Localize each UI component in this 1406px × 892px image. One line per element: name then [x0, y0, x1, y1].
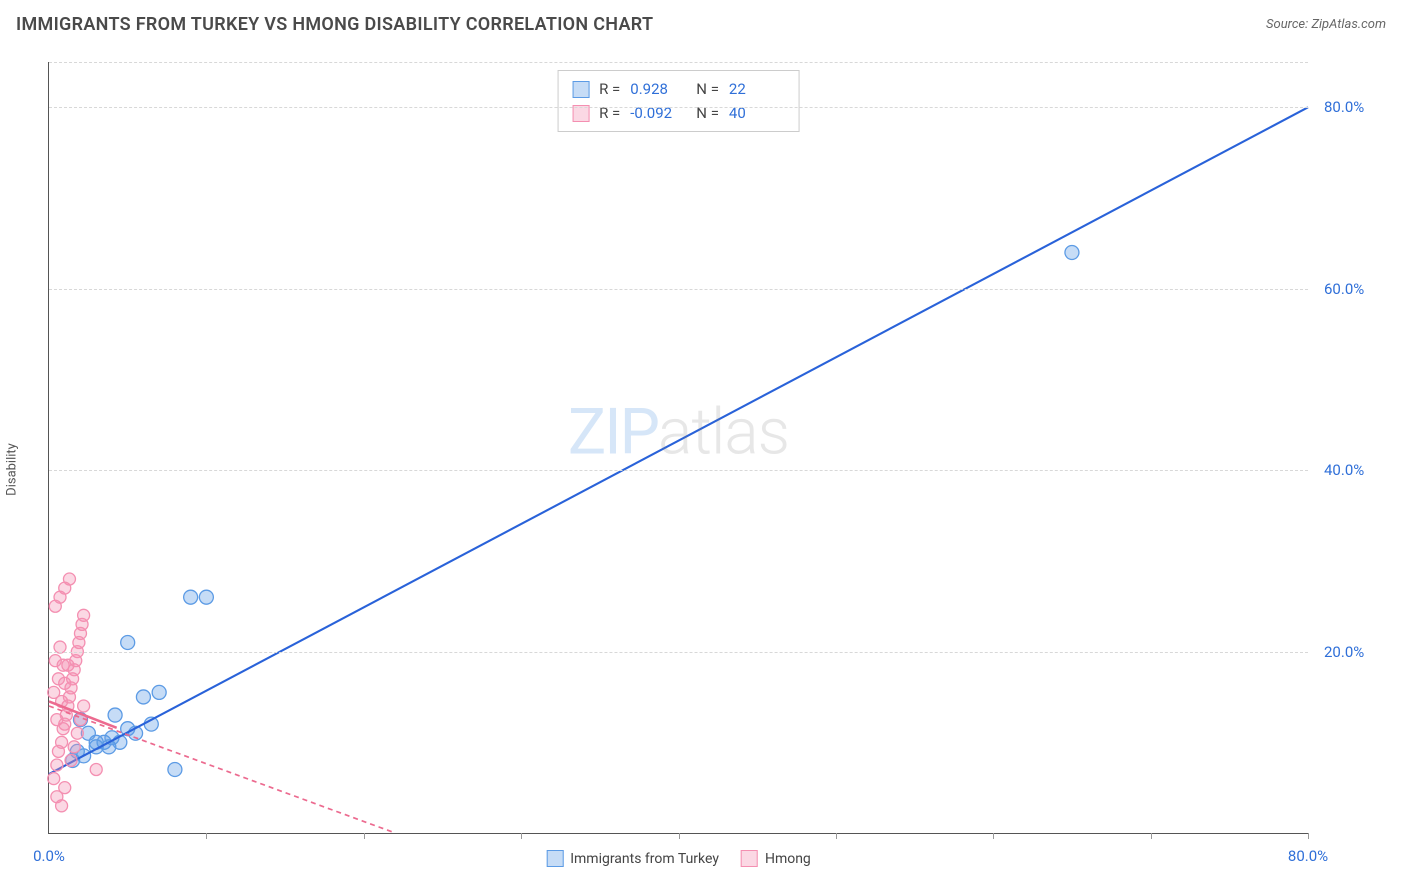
- y-tick-label: 80.0%: [1324, 98, 1364, 116]
- y-tick-label: 60.0%: [1324, 280, 1364, 298]
- legend-item: Immigrants from Turkey: [546, 850, 719, 867]
- legend-n-label: N =: [696, 77, 719, 101]
- x-tick-label: 0.0%: [33, 847, 65, 865]
- gridline: [49, 62, 1308, 63]
- y-axis-label: Disability: [5, 443, 20, 496]
- y-tick-label: 20.0%: [1324, 643, 1364, 661]
- legend-stats: R = 0.928 N = 22 R = -0.092 N = 40: [557, 70, 800, 132]
- plot-svg: [49, 62, 1308, 833]
- legend-n-label: N =: [696, 101, 719, 125]
- legend-item: Hmong: [741, 850, 811, 867]
- scatter-point: [51, 759, 63, 771]
- legend-swatch: [741, 850, 758, 867]
- scatter-point: [136, 690, 150, 704]
- x-tick: [993, 833, 994, 839]
- scatter-point: [121, 636, 135, 650]
- gridline: [49, 652, 1308, 653]
- y-tick-label: 40.0%: [1324, 461, 1364, 479]
- x-tick-label: 80.0%: [1288, 847, 1328, 865]
- scatter-point: [90, 764, 102, 776]
- legend-series: Immigrants from Turkey Hmong: [546, 850, 811, 867]
- scatter-point: [184, 590, 198, 604]
- x-tick: [1151, 833, 1152, 839]
- scatter-point: [78, 609, 90, 621]
- scatter-point: [65, 754, 77, 766]
- x-tick: [206, 833, 207, 839]
- scatter-point: [68, 741, 80, 753]
- x-tick: [836, 833, 837, 839]
- scatter-point: [108, 708, 122, 722]
- scatter-point: [48, 686, 60, 698]
- legend-stats-row: R = -0.092 N = 40: [572, 101, 785, 125]
- scatter-point: [152, 685, 166, 699]
- chart-container: Disability ZIPatlas R =0.928N =22R =-0.0…: [16, 50, 1386, 874]
- gridline: [49, 470, 1308, 471]
- page-title: IMMIGRANTS FROM TURKEY VS HMONG DISABILI…: [16, 14, 653, 35]
- scatter-point: [48, 773, 60, 785]
- legend-r-label: R =: [599, 101, 620, 125]
- trend-line: [49, 107, 1308, 774]
- legend-swatch: [546, 850, 563, 867]
- legend-r-value: -0.092: [630, 101, 686, 125]
- legend-r-label: R =: [599, 77, 620, 101]
- legend-swatch: [572, 81, 589, 98]
- source-name: ZipAtlas.com: [1311, 17, 1386, 32]
- scatter-point: [168, 763, 182, 777]
- x-tick: [521, 833, 522, 839]
- gridline: [49, 289, 1308, 290]
- scatter-point: [71, 727, 83, 739]
- x-tick: [364, 833, 365, 839]
- legend-r-value: 0.928: [630, 77, 686, 101]
- x-tick: [679, 833, 680, 839]
- scatter-point: [56, 736, 68, 748]
- legend-stats-row: R = 0.928 N = 22: [572, 77, 785, 101]
- source-attribution: Source: ZipAtlas.com: [1266, 17, 1386, 32]
- scatter-point: [1065, 245, 1079, 259]
- gridline: [49, 107, 1308, 108]
- scatter-point: [51, 714, 63, 726]
- x-tick: [1308, 833, 1309, 839]
- legend-label: Hmong: [765, 851, 811, 867]
- scatter-point: [78, 700, 90, 712]
- scatter-point: [52, 673, 64, 685]
- scatter-point: [56, 800, 68, 812]
- source-label: Source:: [1266, 17, 1308, 32]
- legend-label: Immigrants from Turkey: [570, 851, 719, 867]
- scatter-point: [63, 573, 75, 585]
- scatter-plot: ZIPatlas R =0.928N =22R =-0.092N =40 Imm…: [48, 62, 1308, 834]
- legend-n-value: 40: [729, 101, 785, 125]
- scatter-point: [199, 590, 213, 604]
- legend-n-value: 22: [729, 77, 785, 101]
- scatter-point: [49, 655, 61, 667]
